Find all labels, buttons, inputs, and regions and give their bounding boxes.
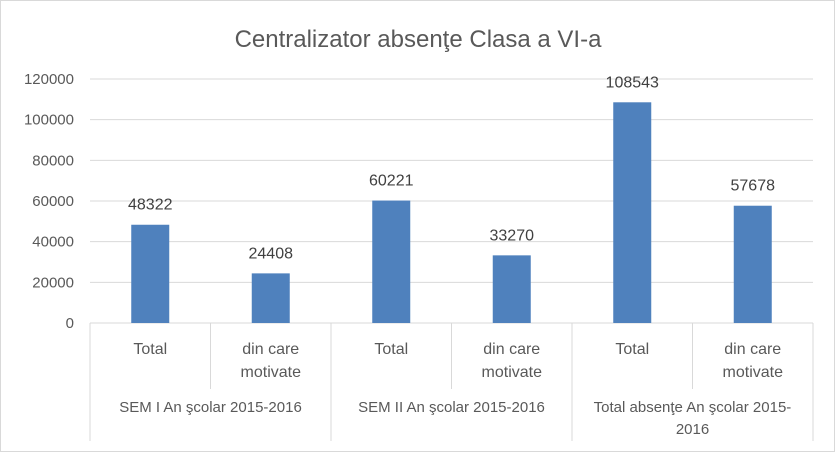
data-label: 57678 [731,178,776,195]
data-label: 48322 [128,197,173,214]
category-label: Total [374,341,408,358]
bar [613,102,652,323]
category-label: motivate [241,364,302,381]
bar [372,200,411,323]
category-label: Total [615,341,649,358]
category-label: din care [242,341,299,358]
y-tick-label: 100000 [24,112,74,129]
y-tick-label: 0 [66,315,74,332]
data-label: 24408 [249,245,294,262]
group-label: 2016 [676,421,709,438]
bar [492,255,531,323]
category-label: din care [483,341,540,358]
bars [131,102,772,323]
data-label: 108543 [606,74,659,91]
data-labels: 48322 24408 60221 33270 108543 57678 [128,74,775,262]
group-label: SEM II An şcolar 2015-2016 [358,399,545,416]
data-label: 33270 [490,227,535,244]
bar [251,273,290,323]
bar [131,224,170,323]
bar [733,205,772,323]
category-label: motivate [723,364,784,381]
y-tick-label: 80000 [32,152,74,169]
category-label: motivate [482,364,543,381]
group-label: Total absenţe An şcolar 2015- [594,399,792,416]
y-tick-label: 20000 [32,274,74,291]
group-label: SEM I An şcolar 2015-2016 [119,399,302,416]
x-axis: Total din care motivate Total din care motiva… [89,323,814,441]
chart-title: Centralizator absenţe Clasa a VI-a [235,26,603,53]
y-tick-label: 40000 [32,234,74,251]
y-tick-label: 120000 [24,71,74,88]
gridlines [90,78,813,324]
data-label: 60221 [369,173,414,190]
y-tick-label: 60000 [32,193,74,210]
category-label: Total [133,341,167,358]
category-label: din care [724,341,781,358]
y-axis: 0 20000 40000 60000 80000 100000 120000 [24,71,74,332]
